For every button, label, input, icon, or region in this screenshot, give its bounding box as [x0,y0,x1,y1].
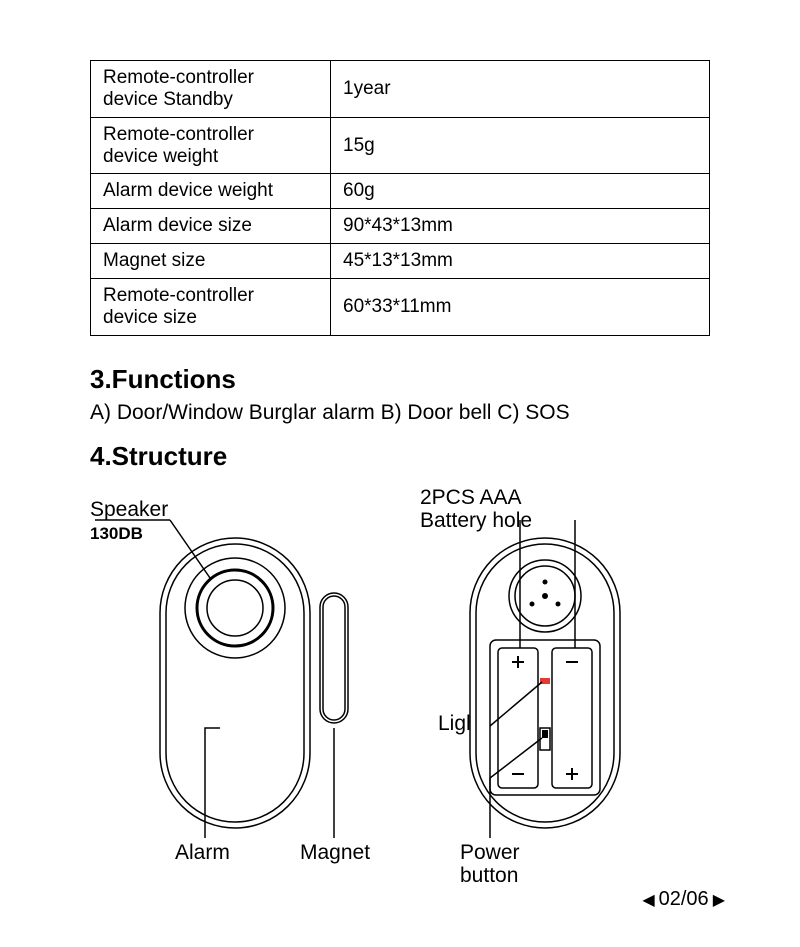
structure-diagram: Speaker 130DB 2PCS AAABattery hole Light… [90,478,730,898]
functions-line: A) Door/Window Burglar alarm B) Door bel… [90,401,730,425]
section-3-heading: 3.Functions [90,364,730,395]
spec-row: Alarm device size90*43*13mm [91,209,710,244]
section-4-heading: 4.Structure [90,441,730,472]
spec-value: 60*33*11mm [331,279,710,336]
specs-table: Remote-controllerdevice Standby1yearRemo… [90,60,710,336]
spec-label: Alarm device size [91,209,331,244]
spec-label: Remote-controllerdevice Standby [91,61,331,118]
page-number: 02/06 [659,888,709,911]
spec-row: Alarm device weight60g [91,174,710,209]
label-magnet: Magnet [300,841,370,864]
label-power: Powerbutton [460,841,520,887]
spec-row: Remote-controllerdevice Standby1year [91,61,710,118]
spec-row: Remote-controllerdevice weight15g [91,117,710,174]
label-speaker: Speaker 130DB [90,498,168,544]
spec-value: 1year [331,61,710,118]
spec-row: Remote-controllerdevice size60*33*11mm [91,279,710,336]
diagram-svg [90,478,730,898]
page-footer: ◀ 02/06 ▶ [642,888,725,911]
label-alarm: Alarm [175,841,230,864]
label-light: Light [438,712,484,735]
spec-value: 15g [331,117,710,174]
spec-label: Remote-controllerdevice size [91,279,331,336]
spec-value: 60g [331,174,710,209]
prev-arrow-icon: ◀ [642,890,654,910]
spec-label: Remote-controllerdevice weight [91,117,331,174]
spec-value: 90*43*13mm [331,209,710,244]
spec-row: Magnet size45*13*13mm [91,244,710,279]
spec-label: Magnet size [91,244,331,279]
spec-value: 45*13*13mm [331,244,710,279]
label-battery: 2PCS AAABattery hole [420,486,532,532]
next-arrow-icon: ▶ [713,890,725,910]
spec-label: Alarm device weight [91,174,331,209]
